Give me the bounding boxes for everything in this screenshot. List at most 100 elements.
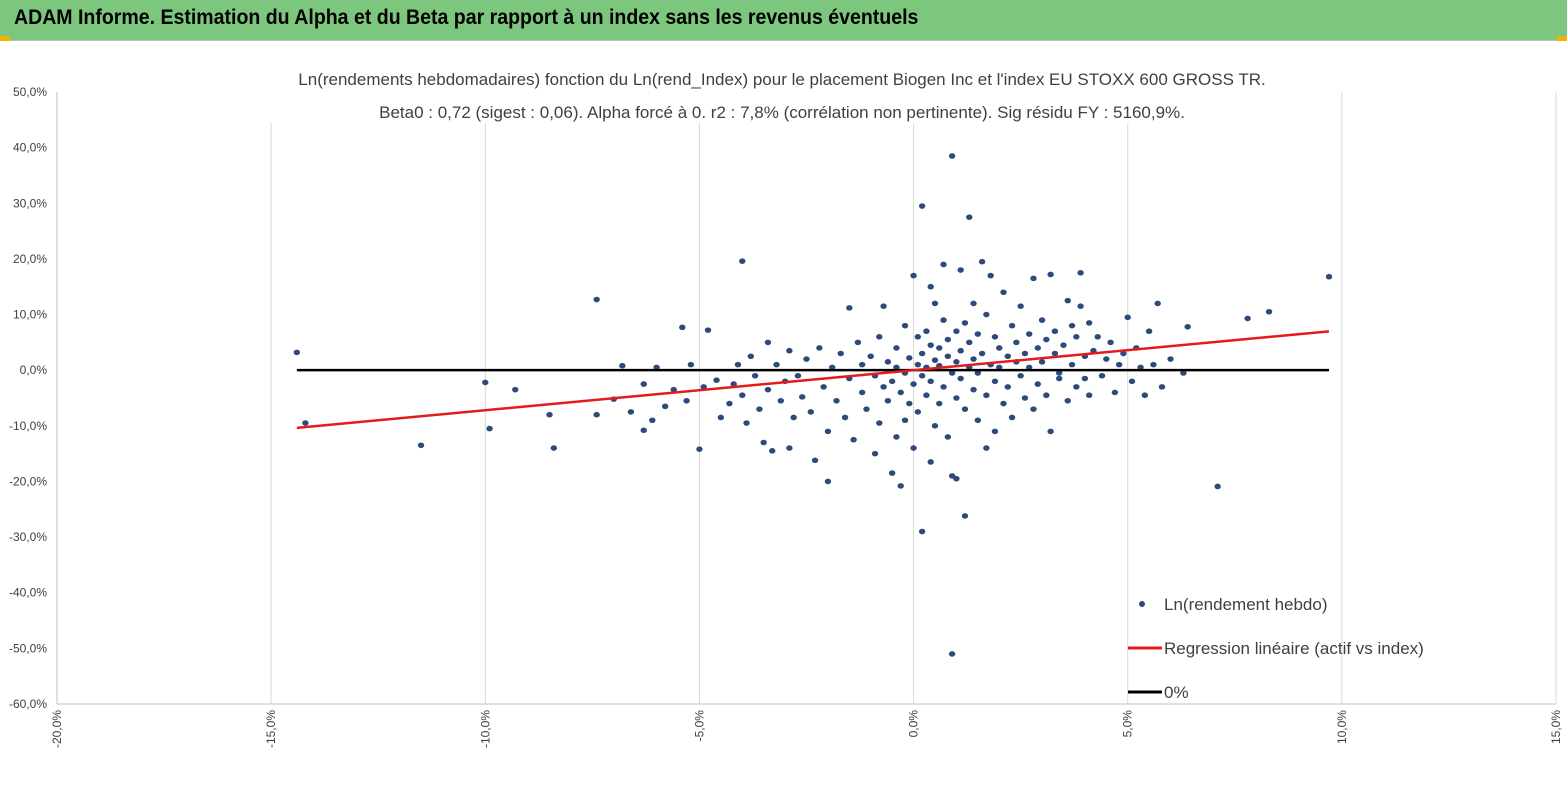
scatter-point <box>1068 322 1076 329</box>
scatter-point <box>863 406 870 412</box>
scatter-point <box>1068 361 1076 368</box>
scatter-point <box>996 364 1003 371</box>
scatter-point <box>1026 331 1033 337</box>
scatter-point <box>974 417 982 424</box>
scatter-point <box>970 300 977 307</box>
scatter-point <box>858 361 866 368</box>
scatter-point <box>833 397 840 404</box>
scatter-point <box>1128 378 1136 385</box>
scatter-point <box>970 386 977 393</box>
scatter-point <box>743 420 750 426</box>
scatter-point <box>1043 392 1050 399</box>
scatter-point <box>1004 384 1011 390</box>
scatter-point <box>948 651 956 657</box>
legend-label-regression: Regression linéaire (actif vs index) <box>1164 639 1424 658</box>
scatter-point <box>1038 317 1046 323</box>
scatter-point <box>953 359 960 365</box>
scatter-chart: -20,0% -15,0% -10,0% -5,0% 0,0% 5,0% 10,0% 15,0… <box>0 41 1567 787</box>
scatter-point <box>910 445 917 451</box>
scatter-point <box>906 400 913 407</box>
scatter-point <box>893 345 900 351</box>
scatter-point <box>1000 289 1007 296</box>
scatter-point <box>661 403 669 410</box>
scatter-point <box>1158 384 1166 390</box>
scatter-point <box>1244 315 1251 322</box>
scatter-point <box>1034 345 1041 351</box>
scatter-point <box>931 423 939 429</box>
y-tick-label: -30,0% <box>9 530 47 544</box>
scatter-point <box>991 428 999 435</box>
y-tick-label: -40,0% <box>9 586 47 600</box>
scatter-point <box>953 328 960 335</box>
scatter-point <box>1055 370 1063 376</box>
scatter-point <box>713 377 720 383</box>
scatter-point <box>417 442 425 449</box>
scatter-point <box>867 353 874 360</box>
scatter-point <box>773 361 780 368</box>
scatter-point <box>1051 350 1059 357</box>
title-background <box>252 63 1312 123</box>
scatter-point <box>944 336 952 343</box>
scatter-point <box>1085 320 1093 326</box>
chart-title: Ln(rendements hebdomadaires) fonction du… <box>252 63 1312 123</box>
scatter-point <box>700 384 707 390</box>
legend-label-zero: 0% <box>1164 683 1189 702</box>
scatter-point <box>918 203 926 209</box>
scatter-point <box>1150 361 1157 368</box>
scatter-point <box>1077 270 1084 276</box>
y-tick-label: 30,0% <box>13 196 47 210</box>
chart-title-line1: Ln(rendements hebdomadaires) fonction du… <box>298 70 1265 89</box>
scatter-point <box>1000 400 1007 407</box>
scatter-point <box>546 411 553 418</box>
scatter-point <box>1214 483 1221 490</box>
scatter-point <box>1145 328 1153 335</box>
scatter-point <box>777 397 785 404</box>
scatter-point <box>936 400 943 407</box>
scatter-point <box>302 420 309 426</box>
y-tick-label: -50,0% <box>9 641 47 655</box>
scatter-point <box>1017 303 1024 310</box>
axes: -20,0% -15,0% -10,0% -5,0% 0,0% 5,0% 10,0% 15,0… <box>9 85 1563 748</box>
scatter-point <box>799 394 806 400</box>
y-tick-label: 20,0% <box>13 252 47 266</box>
scatter-point <box>966 339 973 346</box>
series-lines <box>296 330 1330 430</box>
scatter-point <box>764 386 772 393</box>
scatter-point <box>927 378 934 385</box>
scatter-point <box>679 324 686 331</box>
scatter-point <box>1030 275 1037 282</box>
x-tick-label: 0,0% <box>907 710 921 738</box>
scatter-point <box>786 347 793 354</box>
scatter-point <box>1265 308 1273 315</box>
scatter-point <box>790 414 797 421</box>
scatter-point <box>944 434 952 440</box>
scatter-point <box>931 300 939 307</box>
scatter-point <box>649 417 656 424</box>
scatter-point <box>687 361 695 368</box>
scatter-point <box>1043 336 1050 343</box>
scatter-point <box>961 406 969 412</box>
scatter-point <box>1094 334 1101 340</box>
scatter-point <box>901 417 909 424</box>
scatter-point <box>550 445 558 451</box>
scatter-point <box>927 342 934 348</box>
y-tick-label: 40,0% <box>13 141 47 155</box>
scatter-point <box>760 439 767 446</box>
scatter-point <box>944 353 952 360</box>
scatter-point <box>953 395 960 401</box>
scatter-point <box>1098 372 1106 379</box>
scatter-point <box>486 425 493 432</box>
scatter-point <box>824 478 832 485</box>
scatter-point <box>854 339 862 346</box>
scatter-point <box>974 370 982 376</box>
scatter-point <box>739 392 746 399</box>
scatter-point <box>619 362 626 369</box>
corner-marker <box>1557 36 1567 41</box>
scatter-point <box>940 317 947 323</box>
corner-marker <box>0 36 10 41</box>
scatter-point <box>957 347 964 354</box>
chart-background <box>0 41 1567 787</box>
scatter-point <box>1017 372 1024 379</box>
scatter-point <box>1064 297 1071 304</box>
scatter-point <box>978 258 986 265</box>
